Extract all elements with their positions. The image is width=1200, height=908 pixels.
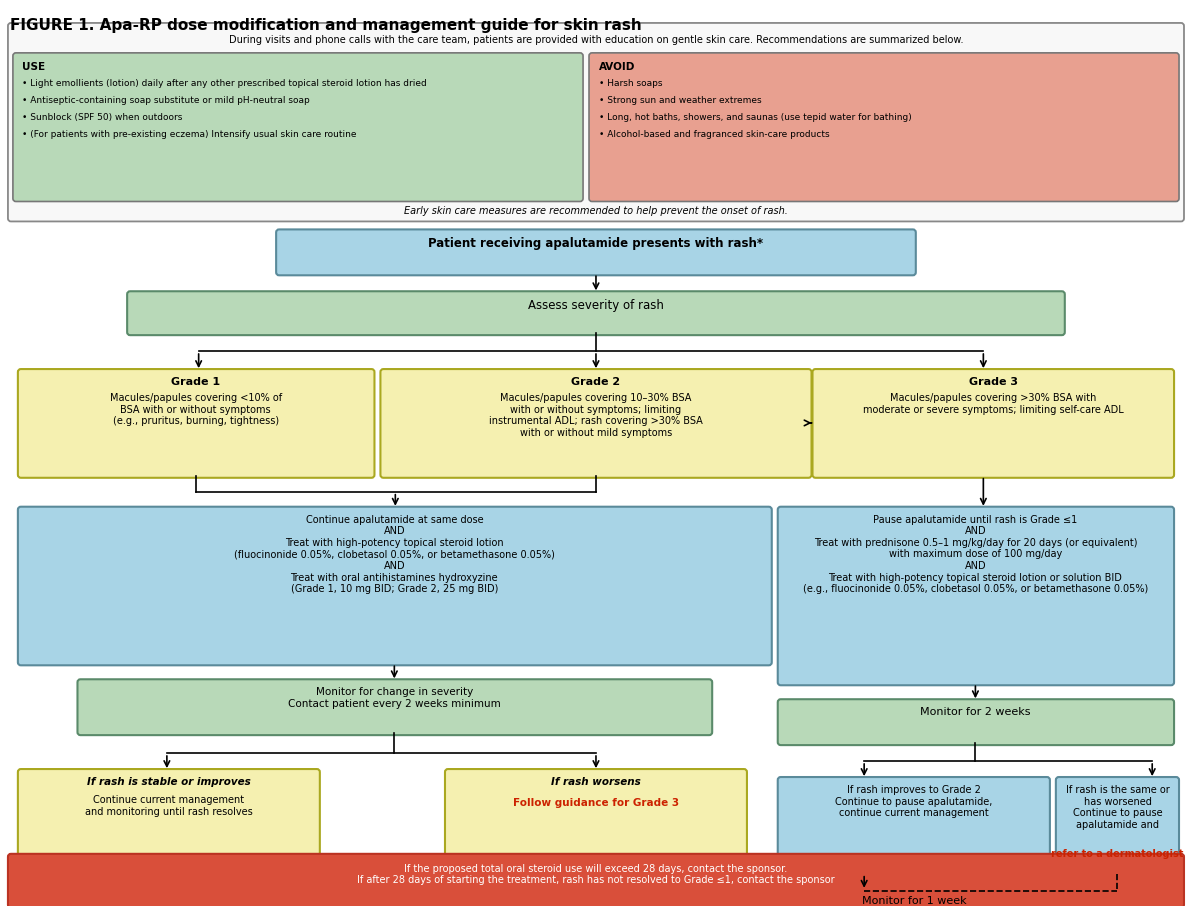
Text: • Light emollients (lotion) daily after any other prescribed topical steroid lot: • Light emollients (lotion) daily after … — [22, 79, 427, 88]
Text: • Strong sun and weather extremes: • Strong sun and weather extremes — [599, 95, 762, 104]
Text: Assess severity of rash: Assess severity of rash — [528, 300, 664, 312]
FancyBboxPatch shape — [13, 53, 583, 202]
FancyBboxPatch shape — [18, 769, 320, 868]
FancyBboxPatch shape — [78, 679, 712, 735]
Text: AVOID: AVOID — [599, 62, 635, 72]
Text: Grade 2: Grade 2 — [571, 377, 620, 387]
Text: • Antiseptic-containing soap substitute or mild pH-neutral soap: • Antiseptic-containing soap substitute … — [22, 95, 310, 104]
Text: Monitor for 2 weeks: Monitor for 2 weeks — [920, 707, 1031, 717]
Text: • Alcohol-based and fragranced skin-care products: • Alcohol-based and fragranced skin-care… — [599, 130, 829, 139]
FancyBboxPatch shape — [778, 777, 1050, 876]
Text: FIGURE 1. Apa-RP dose modification and management guide for skin rash: FIGURE 1. Apa-RP dose modification and m… — [10, 18, 642, 33]
Text: • (For patients with pre-existing eczema) Intensify usual skin care routine: • (For patients with pre-existing eczema… — [22, 130, 356, 139]
Text: • Sunblock (SPF 50) when outdoors: • Sunblock (SPF 50) when outdoors — [22, 113, 182, 122]
FancyBboxPatch shape — [18, 369, 374, 478]
FancyBboxPatch shape — [8, 23, 1184, 222]
FancyBboxPatch shape — [778, 699, 1174, 745]
Text: • Harsh soaps: • Harsh soaps — [599, 79, 662, 88]
Text: Monitor for 1 week: Monitor for 1 week — [862, 895, 966, 905]
FancyBboxPatch shape — [380, 369, 811, 478]
Text: Macules/papules covering <10% of
BSA with or without symptoms
(e.g., pruritus, b: Macules/papules covering <10% of BSA wit… — [109, 393, 282, 426]
FancyBboxPatch shape — [445, 769, 746, 868]
Text: If rash is the same or
has worsened
Continue to pause
apalutamide and: If rash is the same or has worsened Cont… — [1066, 785, 1169, 830]
Text: Early skin care measures are recommended to help prevent the onset of rash.: Early skin care measures are recommended… — [404, 206, 788, 216]
Text: Macules/papules covering >30% BSA with
moderate or severe symptoms; limiting sel: Macules/papules covering >30% BSA with m… — [863, 393, 1123, 415]
Text: Patient receiving apalutamide presents with rash*: Patient receiving apalutamide presents w… — [428, 237, 763, 251]
Text: Grade 1: Grade 1 — [172, 377, 221, 387]
FancyBboxPatch shape — [276, 230, 916, 275]
Text: If rash improves to Grade 2
Continue to pause apalutamide,
continue current mana: If rash improves to Grade 2 Continue to … — [835, 785, 992, 818]
Text: USE: USE — [22, 62, 44, 72]
Text: Continue apalutamide at same dose
AND
Treat with high-potency topical steroid lo: Continue apalutamide at same dose AND Tr… — [234, 515, 554, 595]
FancyBboxPatch shape — [778, 507, 1174, 686]
Text: Monitor for change in severity
Contact patient every 2 weeks minimum: Monitor for change in severity Contact p… — [288, 687, 500, 709]
Text: Macules/papules covering 10–30% BSA
with or without symptoms; limiting
instrumen: Macules/papules covering 10–30% BSA with… — [490, 393, 703, 438]
Text: • Long, hot baths, showers, and saunas (use tepid water for bathing): • Long, hot baths, showers, and saunas (… — [599, 113, 912, 122]
FancyBboxPatch shape — [1056, 777, 1180, 876]
FancyBboxPatch shape — [8, 854, 1184, 908]
FancyBboxPatch shape — [812, 369, 1174, 478]
Text: Follow guidance for Grade 3: Follow guidance for Grade 3 — [512, 798, 679, 808]
Text: Grade 3: Grade 3 — [968, 377, 1018, 387]
Text: If the proposed total oral steroid use will exceed 28 days, contact the sponsor.: If the proposed total oral steroid use w… — [358, 864, 835, 885]
FancyBboxPatch shape — [18, 507, 772, 666]
Text: If rash worsens: If rash worsens — [551, 777, 641, 787]
FancyBboxPatch shape — [589, 53, 1180, 202]
Text: Continue current management
and monitoring until rash resolves: Continue current management and monitori… — [85, 795, 253, 816]
FancyBboxPatch shape — [127, 291, 1064, 335]
Text: Pause apalutamide until rash is Grade ≤1
AND
Treat with prednisone 0.5–1 mg/kg/d: Pause apalutamide until rash is Grade ≤1… — [803, 515, 1148, 595]
Text: If rash is stable or improves: If rash is stable or improves — [86, 777, 251, 787]
FancyBboxPatch shape — [778, 889, 1050, 908]
Text: refer to a dermatologist: refer to a dermatologist — [1051, 849, 1183, 859]
Text: During visits and phone calls with the care team, patients are provided with edu: During visits and phone calls with the c… — [229, 35, 964, 44]
